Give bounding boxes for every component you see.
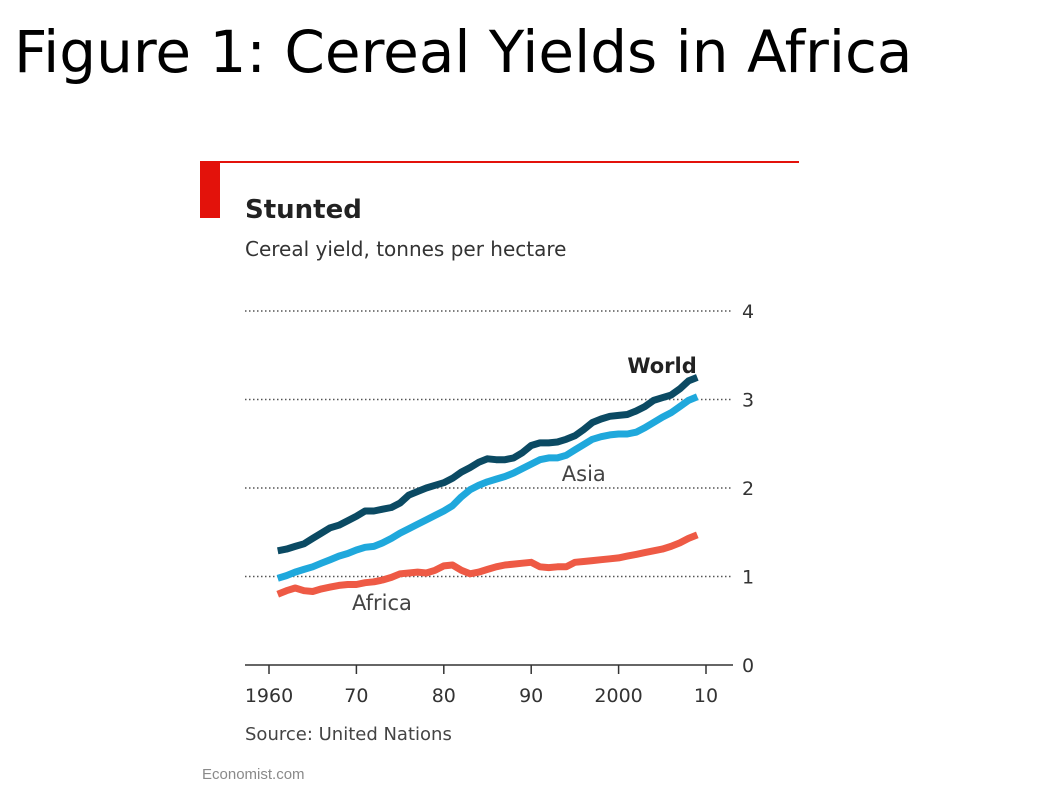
x-tick-label: 1960 [245, 685, 293, 707]
series-label-layer: World Asia Africa [352, 354, 697, 615]
y-tick-label: 4 [742, 301, 754, 323]
slide-title: Figure 1: Cereal Yields in Africa [14, 18, 913, 86]
grid-layer: 0 1 2 3 4 [245, 301, 754, 677]
series-label-asia: Asia [562, 462, 606, 486]
series-line-africa [276, 531, 699, 598]
series-label-world: World [627, 354, 696, 378]
x-tick-label: 80 [432, 685, 456, 707]
series-line-world [277, 374, 699, 555]
footer-credit: Economist.com [202, 766, 305, 783]
series-layer [276, 374, 699, 598]
x-tick-label: 90 [519, 685, 543, 707]
x-tick-label: 70 [344, 685, 368, 707]
series-label-africa: Africa [352, 591, 412, 615]
x-tick-label: 2000 [594, 685, 642, 707]
y-tick-label: 3 [742, 390, 754, 412]
y-tick-label: 0 [742, 655, 754, 677]
y-tick-label: 1 [742, 567, 754, 589]
chart-source: Source: United Nations [245, 724, 452, 745]
x-axis: 1960 70 80 90 2000 10 [245, 665, 718, 707]
accent-tag [200, 162, 220, 218]
x-tick-label: 10 [694, 685, 718, 707]
chart-title: Stunted [245, 195, 362, 225]
y-tick-label: 2 [742, 478, 754, 500]
chart-subtitle: Cereal yield, tonnes per hectare [245, 237, 566, 261]
series-line-asia [276, 393, 699, 582]
